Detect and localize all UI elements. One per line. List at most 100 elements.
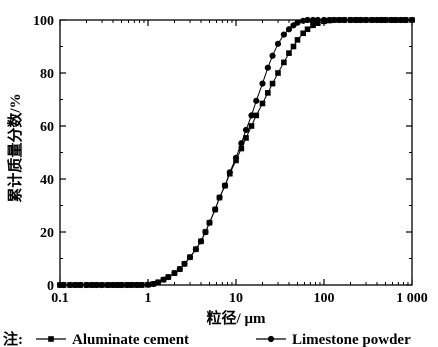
data-point-limestone-powder	[60, 281, 67, 289]
series-line-aluminate-cement	[60, 19, 412, 286]
data-point-limestone-powder	[144, 281, 152, 288]
data-point-aluminate-cement	[275, 70, 281, 76]
data-point-limestone-powder	[192, 246, 199, 253]
x-axis-title: 粒径/ μm	[207, 309, 266, 327]
data-point-limestone-powder	[248, 112, 255, 119]
data-point-aluminate-cement	[243, 135, 249, 141]
x-tick-label: 10	[229, 291, 243, 306]
data-point-limestone-powder	[150, 280, 157, 288]
data-point-limestone-powder	[212, 206, 219, 213]
data-point-limestone-powder	[181, 260, 188, 267]
axes: 0.1 1 10 100 1 000 0 20 40 60 80 100	[33, 14, 428, 306]
data-point-limestone-powder	[154, 279, 162, 286]
data-point-limestone-powder	[259, 80, 266, 87]
data-point-limestone-powder	[88, 281, 95, 289]
data-point-limestone-powder	[357, 16, 364, 24]
data-point-limestone-powder	[402, 16, 409, 24]
data-point-aluminate-cement	[238, 145, 245, 152]
data-point-limestone-powder	[314, 16, 321, 24]
data-point-aluminate-cement	[310, 22, 316, 29]
data-point-limestone-powder	[118, 281, 125, 289]
y-tick-label: 100	[33, 14, 54, 29]
data-point-limestone-powder	[253, 97, 260, 104]
data-point-limestone-powder	[128, 281, 135, 289]
data-point-limestone-powder	[72, 281, 79, 289]
data-point-limestone-powder	[326, 16, 333, 24]
data-point-limestone-powder	[362, 16, 370, 24]
y-axis-title: 累计质量分数/%	[6, 93, 24, 202]
data-point-limestone-powder	[274, 40, 282, 47]
data-point-limestone-powder	[336, 16, 343, 24]
legend-label-limestone-powder: Limestone powder	[292, 332, 411, 347]
y-tick-label: 20	[40, 226, 54, 241]
data-point-aluminate-cement	[253, 112, 260, 119]
data-point-limestone-powder	[232, 154, 240, 161]
y-tick-label: 40	[40, 173, 54, 188]
legend-prefix: 注:	[3, 330, 23, 347]
data-point-limestone-powder	[104, 281, 111, 289]
data-point-limestone-powder	[347, 16, 354, 24]
data-point-aluminate-cement	[304, 26, 311, 33]
data-point-limestone-powder	[368, 16, 375, 24]
data-point-limestone-powder	[77, 281, 84, 289]
series-limestone-powder	[56, 16, 416, 289]
data-point-aluminate-cement	[281, 59, 287, 66]
data-point-limestone-powder	[66, 281, 74, 289]
plot-frame	[59, 19, 413, 286]
data-point-limestone-powder	[264, 64, 271, 71]
data-point-limestone-powder	[242, 126, 250, 134]
data-point-limestone-powder	[160, 276, 167, 283]
data-point-limestone-powder	[294, 19, 301, 26]
data-point-limestone-powder	[197, 238, 205, 245]
data-point-limestone-powder	[285, 26, 293, 33]
data-point-limestone-powder	[388, 16, 395, 24]
data-point-limestone-powder	[304, 16, 311, 24]
data-point-limestone-powder	[109, 281, 117, 289]
data-point-limestone-powder	[165, 273, 172, 281]
data-point-limestone-powder	[138, 281, 145, 289]
data-point-limestone-powder	[238, 140, 245, 147]
data-point-aluminate-cement	[294, 37, 301, 43]
x-tick-label: 1	[145, 291, 152, 306]
data-point-limestone-powder	[221, 182, 229, 189]
data-point-limestone-powder	[171, 269, 178, 277]
data-point-limestone-powder	[382, 16, 389, 24]
series-aluminate-cement	[57, 17, 415, 288]
data-point-limestone-powder	[352, 16, 359, 24]
data-point-limestone-powder	[226, 169, 233, 176]
data-point-limestone-powder	[309, 16, 317, 24]
data-point-limestone-powder	[397, 16, 405, 24]
data-point-limestone-powder	[176, 266, 183, 273]
data-point-aluminate-cement	[265, 90, 271, 96]
data-point-limestone-powder	[269, 52, 276, 59]
x-tick-label: 0.1	[51, 291, 69, 306]
legend-marker-limestone-powder	[267, 335, 275, 343]
data-point-limestone-powder	[83, 281, 90, 289]
y-tick-label: 60	[40, 120, 54, 135]
data-point-limestone-powder	[93, 281, 100, 289]
data-point-limestone-powder	[373, 16, 381, 24]
data-point-limestone-powder	[408, 16, 416, 24]
data-point-limestone-powder	[186, 254, 194, 261]
y-tick-label: 80	[40, 67, 54, 82]
data-point-limestone-powder	[216, 194, 223, 201]
data-point-limestone-powder	[320, 16, 328, 24]
data-point-limestone-powder	[202, 228, 209, 236]
data-point-limestone-powder	[392, 16, 399, 24]
data-point-limestone-powder	[98, 281, 106, 289]
legend-label-aluminate-cement: Aluminate cement	[72, 332, 189, 347]
data-point-limestone-powder	[280, 31, 287, 38]
data-point-aluminate-cement	[300, 30, 306, 37]
data-point-aluminate-cement	[269, 80, 276, 87]
data-point-aluminate-cement	[286, 50, 292, 56]
data-point-aluminate-cement	[290, 43, 297, 50]
data-point-aluminate-cement	[259, 100, 266, 107]
legend: 注: Aluminate cement Limestone powder	[3, 330, 411, 347]
data-point-aluminate-cement	[248, 123, 255, 129]
data-point-limestone-powder	[124, 281, 131, 289]
legend-marker-aluminate-cement	[48, 336, 54, 342]
series-line-limestone-powder	[60, 19, 412, 286]
series-layer	[56, 16, 416, 289]
x-tick-label: 100	[314, 291, 335, 306]
